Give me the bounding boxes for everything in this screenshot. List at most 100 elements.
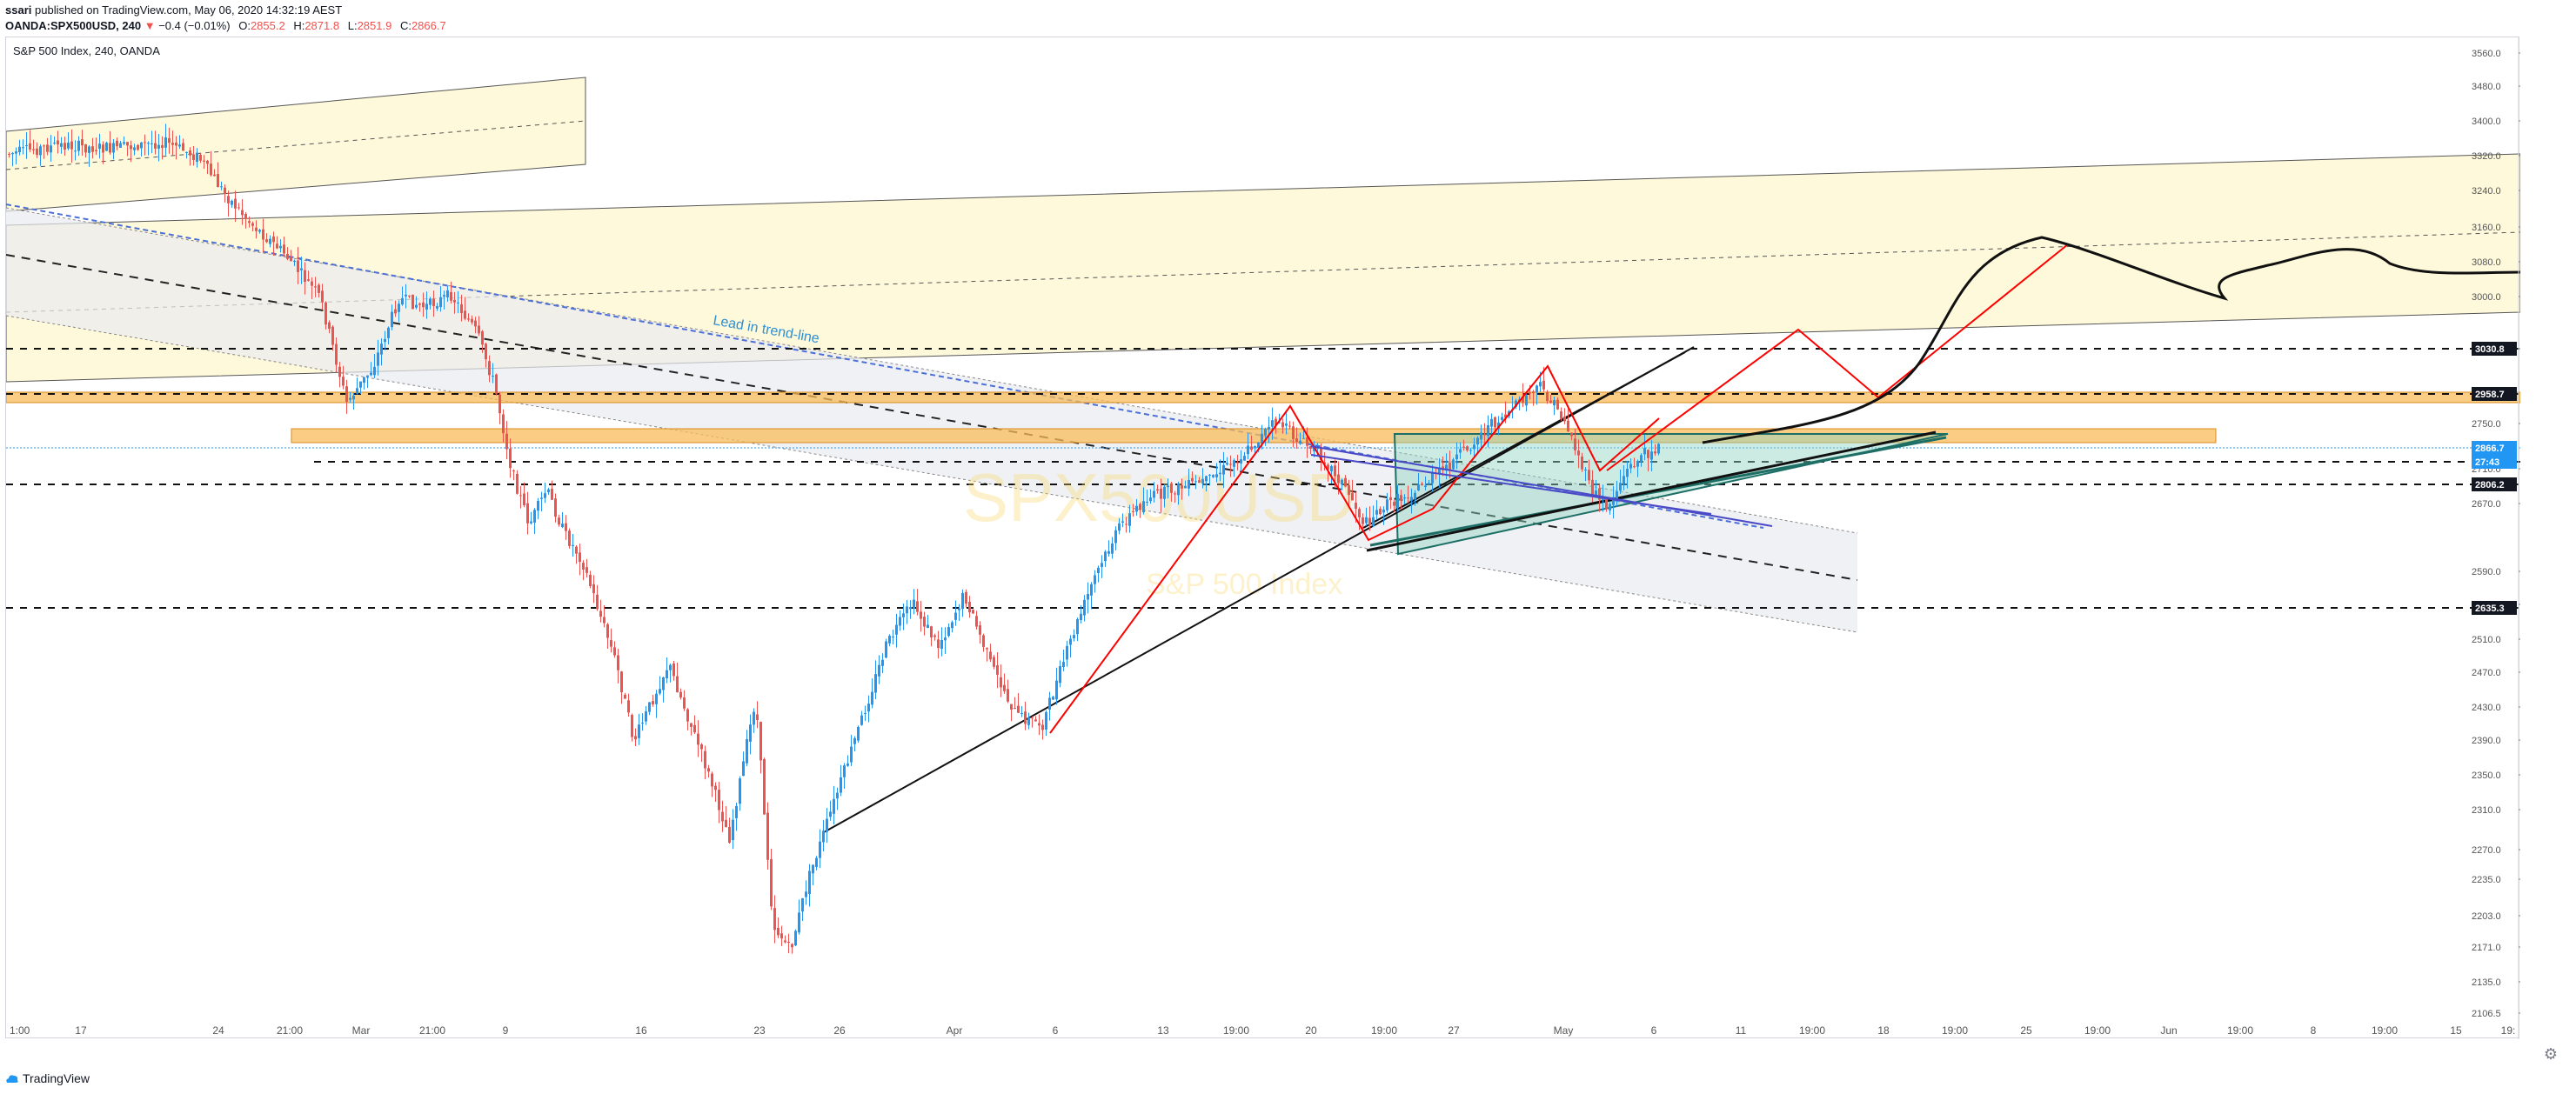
publisher-name[interactable]: ssari: [5, 3, 32, 17]
candle-body: [648, 702, 651, 712]
time-tick-label: 20: [1305, 1024, 1317, 1037]
time-axis[interactable]: 1:00 17 24 21:00 Mar 21:00 9 16 23 26 Apr 6 13 19:00 2…: [10, 1024, 2515, 1037]
candle-body: [1396, 493, 1399, 509]
candle-body: [690, 723, 693, 727]
candle-body: [853, 737, 856, 744]
candle-body: [951, 622, 953, 629]
candle-body: [516, 473, 519, 494]
candle-body: [899, 617, 901, 626]
time-tick-label: 19:00: [1942, 1024, 1968, 1037]
candle-body: [1525, 395, 1528, 406]
candle-body: [227, 196, 230, 203]
candle-body: [1038, 723, 1040, 726]
candle-body: [843, 765, 846, 777]
candle-body: [1048, 697, 1051, 710]
candle-body: [512, 470, 515, 472]
candle-body: [1313, 446, 1315, 451]
publish-line: ssari published on TradingView.com, May …: [5, 3, 342, 17]
price-label-text: 2958.7: [2475, 390, 2505, 400]
open-value: 2855.2: [250, 19, 285, 32]
candle-body: [1111, 544, 1114, 554]
candle-body: [384, 338, 386, 343]
price-tick-label: 2390.0: [2472, 736, 2501, 746]
price-label-text: 2806.2: [2475, 480, 2505, 490]
candle-body: [443, 295, 445, 297]
candle-body: [366, 375, 369, 377]
candle-body: [70, 141, 73, 150]
candle-body: [627, 700, 630, 713]
candle-body: [700, 744, 703, 750]
candle-body: [408, 295, 411, 297]
chart-area[interactable]: Lead in trend-line SPX500USD S&P 500 Ind…: [5, 37, 2520, 1039]
candle-body: [693, 724, 696, 733]
candle-body: [495, 374, 498, 394]
candle-body: [1400, 495, 1402, 501]
candle-body: [1438, 467, 1441, 475]
candle-body: [1341, 479, 1343, 485]
price-tick-label: 2350.0: [2472, 770, 2501, 781]
candle-body: [1424, 485, 1427, 487]
candle-body: [432, 298, 435, 306]
candle-body: [599, 610, 602, 617]
candle-body: [860, 715, 863, 725]
published-text: published on TradingView.com, May 06, 20…: [35, 3, 343, 17]
candle-body: [871, 691, 873, 705]
candle-body: [1275, 418, 1277, 426]
candle-body: [1146, 501, 1148, 503]
candle-body: [989, 651, 992, 660]
candle-body: [1114, 530, 1117, 544]
candle-body: [1403, 497, 1406, 499]
candle-body: [631, 715, 633, 737]
candle-body: [728, 826, 731, 843]
candle-body: [982, 635, 985, 647]
candle-body: [624, 694, 626, 699]
watermark-name: S&P 500 Index: [1146, 568, 1342, 601]
price-label-text: 3030.8: [2475, 344, 2505, 355]
candle-body: [1473, 444, 1475, 450]
candle-body: [276, 243, 278, 249]
candle-body: [1368, 517, 1371, 525]
candle-body: [1629, 464, 1632, 469]
candle-body: [1358, 509, 1361, 517]
price-label-box: [2472, 387, 2517, 401]
candle-body: [878, 664, 880, 677]
candle-body: [217, 174, 219, 187]
candle-body: [679, 691, 682, 698]
candle-body: [558, 517, 560, 525]
candle-body: [565, 523, 567, 531]
price-tick-label: 2430.0: [2472, 703, 2501, 713]
candle-body: [15, 151, 17, 154]
price-axis[interactable]: 3560.0 3480.0 3400.0 3320.0 3240.0 3160.0 3080…: [2472, 49, 2520, 1019]
candle-body: [1616, 491, 1618, 499]
candle-body: [547, 489, 550, 492]
price-labels: 3030.8 2958.7 2866.7 27:43 2806.2 2635.3: [2472, 342, 2517, 615]
candle-body: [826, 818, 828, 832]
chart-canvas[interactable]: Lead in trend-line SPX500USD S&P 500 Ind…: [6, 37, 2520, 1039]
change-arrow-icon: ▼: [144, 19, 156, 32]
candle-body: [1375, 510, 1378, 515]
price-tick-label: 2750.0: [2472, 419, 2501, 430]
candle-body: [1121, 521, 1124, 523]
candle-body: [279, 245, 282, 249]
price-tick-label: 3080.0: [2472, 257, 2501, 268]
gear-icon[interactable]: ⚙: [2543, 1045, 2559, 1063]
time-tick-label: Jun: [2160, 1024, 2177, 1037]
candle-body: [1365, 517, 1368, 524]
tradingview-logo[interactable]: TradingView: [5, 1071, 90, 1085]
candle-body: [293, 260, 296, 263]
candle-body: [192, 154, 195, 161]
candle-body: [485, 344, 487, 360]
candle-body: [1041, 724, 1044, 730]
time-tick-label: 16: [635, 1024, 647, 1037]
candle-body: [596, 594, 599, 610]
candle-body: [526, 503, 529, 524]
price-tick-label: 2670.0: [2472, 499, 2501, 510]
price-tick-label: 2171.0: [2472, 943, 2501, 953]
candle-body: [1556, 399, 1559, 410]
candle-body: [1205, 476, 1208, 482]
candle-body: [157, 144, 160, 149]
candle-body: [923, 617, 926, 627]
candle-body: [697, 733, 699, 745]
candle-body: [1292, 426, 1295, 439]
candle-body: [756, 714, 759, 720]
